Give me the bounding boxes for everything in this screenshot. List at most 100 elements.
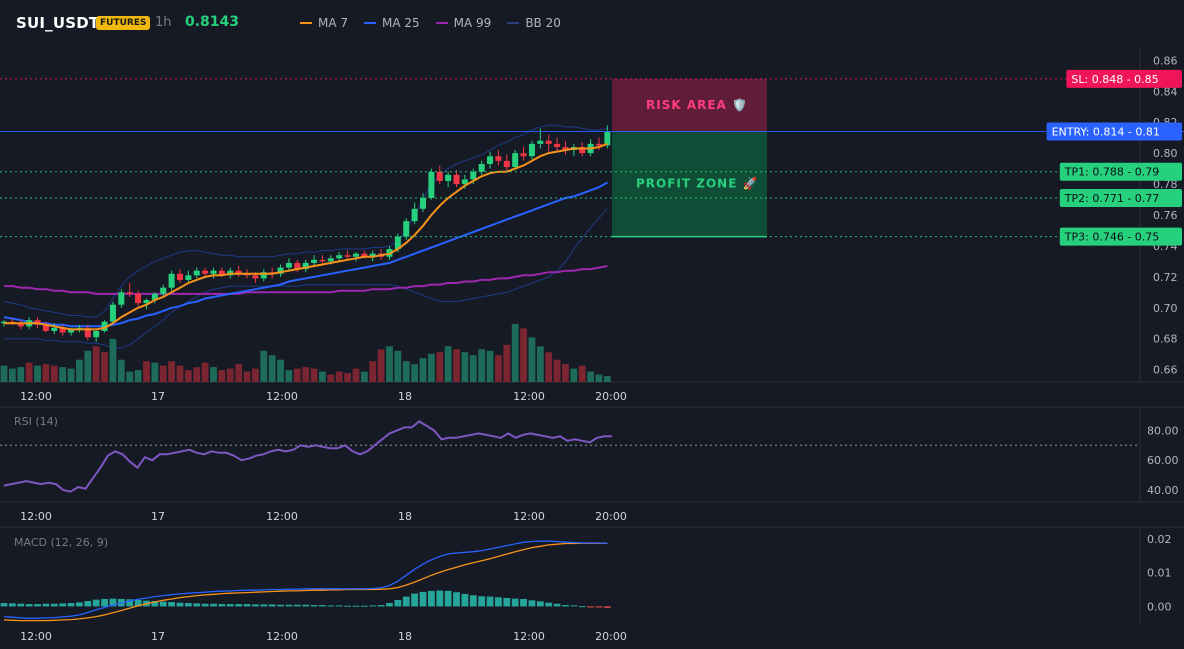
volume-bar: [143, 361, 150, 382]
candle-body: [403, 221, 410, 237]
volume-bar: [335, 371, 343, 382]
symbol-name[interactable]: SUI_USDT: [16, 14, 100, 32]
volume-bar: [218, 370, 226, 382]
macd-histogram-bar: [84, 601, 92, 607]
volume-bar: [562, 364, 569, 382]
volume-bar: [42, 364, 50, 382]
macd-histogram-bar: [235, 604, 243, 607]
time-axis-label: 20:00: [595, 630, 627, 643]
macd-histogram-bar: [168, 602, 175, 607]
volume-bar: [0, 365, 8, 382]
macd-histogram-bar: [0, 603, 8, 607]
macd-histogram-bar: [335, 605, 343, 607]
price-axis-tick: 0.68: [1153, 333, 1178, 346]
macd-histogram-bar: [360, 605, 368, 607]
macd-histogram-bar: [444, 590, 452, 607]
macd-histogram-bar: [92, 599, 100, 607]
macd-histogram-bar: [503, 597, 511, 607]
volume-bar: [369, 361, 377, 382]
candle-body: [302, 262, 309, 270]
volume-bar: [486, 350, 494, 382]
ma99-line: [4, 265, 608, 295]
candle-body: [185, 275, 192, 280]
level-badge-text: TP2: 0.771 - 0.77: [1064, 192, 1160, 205]
legend-swatch: [435, 22, 448, 24]
candle-body: [193, 270, 200, 276]
macd-signal-line: [3, 542, 608, 622]
candle-body: [428, 171, 435, 198]
macd-histogram-bar: [285, 604, 293, 607]
time-axis-label: 20:00: [595, 510, 627, 523]
time-axis-label: 17: [151, 510, 165, 523]
macd-histogram-bar: [536, 601, 544, 607]
volume-bar: [268, 355, 276, 382]
time-axis-label: 12:00: [20, 630, 52, 643]
bb-lower-line: [4, 208, 608, 349]
candle-body: [352, 253, 359, 257]
macd-histogram-bar: [469, 595, 477, 607]
legend-item-ma7[interactable]: MA 7: [300, 16, 348, 30]
volume-bar: [226, 368, 234, 382]
legend-label: BB 20: [525, 16, 561, 30]
candle-body: [512, 153, 519, 168]
volume-bar: [293, 368, 301, 382]
candle-body: [176, 273, 183, 280]
candle-body: [151, 293, 158, 301]
volume-bar: [285, 370, 293, 382]
macd-histogram-bar: [411, 593, 419, 607]
volume-bar: [528, 337, 536, 382]
macd-axis-tick: 0.00: [1147, 600, 1172, 613]
time-axis-label: 17: [151, 630, 165, 643]
volume-bar: [126, 371, 134, 382]
volume-bar: [67, 368, 75, 382]
volume-bar: [235, 364, 243, 382]
macd-histogram-bar: [352, 605, 360, 607]
volume-bar: [453, 349, 460, 382]
volume-bar: [8, 368, 16, 382]
candle-body: [168, 273, 175, 288]
macd-histogram-bar: [310, 605, 318, 607]
macd-histogram-bar: [520, 598, 527, 607]
candle-body: [59, 327, 66, 333]
time-axis-label: 17: [151, 390, 165, 403]
candle-body: [461, 179, 468, 185]
price-axis-tick: 0.86: [1153, 54, 1178, 67]
candle-body: [202, 270, 209, 274]
macd-histogram-bar: [402, 596, 410, 607]
time-axis-label: 12:00: [20, 390, 52, 403]
volume-bar: [34, 365, 41, 382]
candle-body: [545, 140, 552, 144]
price-axis-tick: 0.84: [1153, 85, 1178, 98]
price-axis-tick: 0.72: [1153, 271, 1178, 284]
macd-histogram-bar: [319, 605, 326, 607]
macd-histogram-bar: [210, 603, 217, 607]
macd-histogram-bar: [193, 603, 201, 607]
volume-bar: [151, 362, 159, 382]
volume-bar: [101, 352, 108, 382]
candle-body: [68, 329, 75, 333]
macd-histogram-bar: [344, 605, 351, 607]
volume-bar: [176, 365, 184, 382]
legend-item-ma99[interactable]: MA 99: [435, 16, 491, 30]
macd-histogram-bar: [528, 600, 536, 607]
legend-swatch: [364, 22, 377, 24]
interval-selector[interactable]: 1h: [155, 15, 172, 30]
legend-item-bb20[interactable]: BB 20: [507, 16, 561, 30]
volume-bar: [570, 368, 578, 382]
candle-body: [109, 304, 116, 322]
volume-bar: [478, 349, 486, 382]
volume-bar: [327, 374, 335, 382]
level-badge-sl: [1066, 69, 1182, 88]
volume-bar: [578, 365, 586, 382]
candle-body: [17, 323, 24, 327]
volume-bar: [427, 353, 435, 382]
macd-histogram-bar: [126, 599, 134, 607]
volume-bar: [92, 346, 100, 382]
macd-histogram-bar: [252, 604, 259, 607]
volume-bar: [377, 349, 385, 382]
macd-histogram-bar: [109, 598, 117, 607]
legend-label: MA 7: [318, 16, 349, 30]
candle-body: [135, 293, 142, 304]
legend-item-ma25[interactable]: MA 25: [364, 16, 420, 30]
